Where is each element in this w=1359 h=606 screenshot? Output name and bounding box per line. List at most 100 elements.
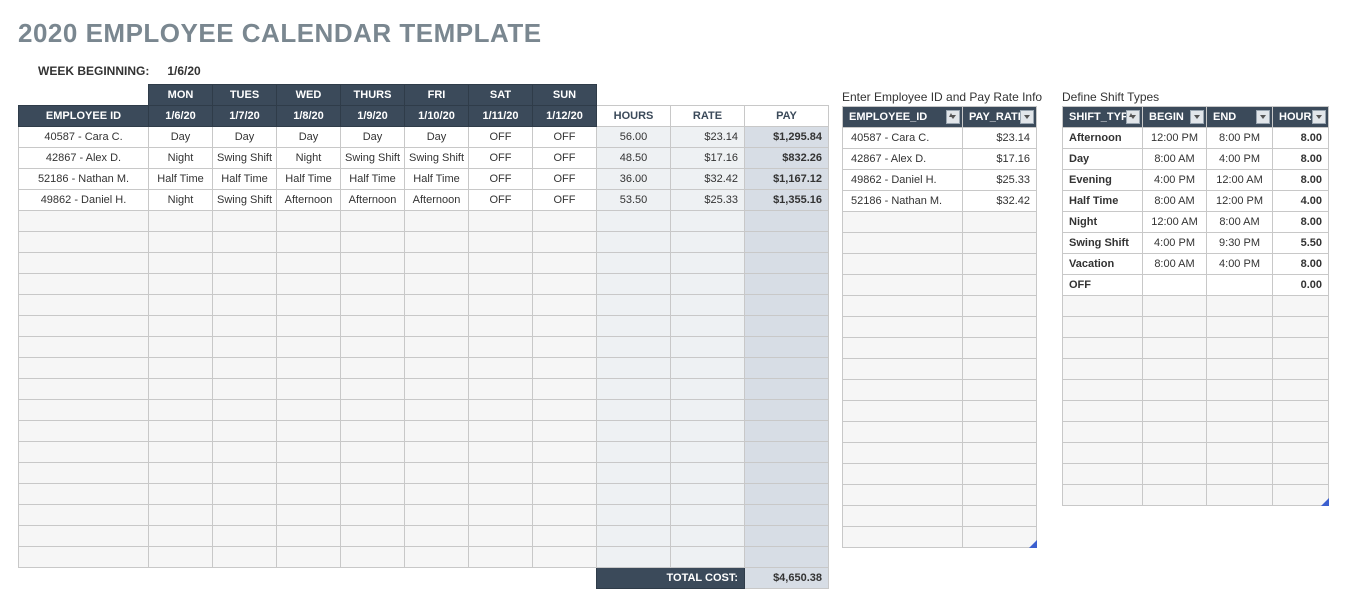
shift-cell[interactable] xyxy=(277,211,341,232)
shift-cell[interactable] xyxy=(405,379,469,400)
payrate-emp-cell[interactable]: 40587 - Cara C. xyxy=(843,128,963,149)
filter-dropdown-icon[interactable] xyxy=(1020,110,1034,124)
shift-type-cell[interactable] xyxy=(1063,338,1143,359)
payrate-emp-cell[interactable] xyxy=(843,254,963,275)
shift-cell[interactable] xyxy=(533,211,597,232)
payrate-emp-header[interactable]: EMPLOYEE_ID xyxy=(843,107,963,128)
shift-type-header[interactable]: SHIFT_TYPE xyxy=(1063,107,1143,128)
shift-cell[interactable] xyxy=(405,547,469,568)
shift-cell[interactable] xyxy=(213,547,277,568)
shift-cell[interactable] xyxy=(533,379,597,400)
shift-cell[interactable]: OFF xyxy=(469,148,533,169)
shift-type-cell[interactable]: Day xyxy=(1063,149,1143,170)
shift-cell[interactable] xyxy=(469,253,533,274)
shift-cell[interactable] xyxy=(277,526,341,547)
shift-cell[interactable] xyxy=(213,274,277,295)
shift-cell[interactable] xyxy=(469,295,533,316)
employee-cell[interactable]: 40587 - Cara C. xyxy=(19,127,149,148)
shift-cell[interactable] xyxy=(277,421,341,442)
shift-cell[interactable] xyxy=(277,232,341,253)
payrate-rate-cell[interactable] xyxy=(963,233,1037,254)
shift-cell[interactable] xyxy=(533,505,597,526)
shift-cell[interactable] xyxy=(213,442,277,463)
shift-cell[interactable] xyxy=(405,463,469,484)
shift-end-cell[interactable]: 8:00 PM xyxy=(1207,128,1273,149)
shift-begin-cell[interactable] xyxy=(1143,275,1207,296)
shift-end-cell[interactable]: 12:00 AM xyxy=(1207,170,1273,191)
shift-cell[interactable] xyxy=(469,400,533,421)
shift-cell[interactable] xyxy=(469,442,533,463)
shift-cell[interactable] xyxy=(533,421,597,442)
shift-begin-cell[interactable]: 12:00 AM xyxy=(1143,212,1207,233)
employee-cell[interactable] xyxy=(19,463,149,484)
shift-type-cell[interactable] xyxy=(1063,317,1143,338)
shift-type-cell[interactable] xyxy=(1063,422,1143,443)
shift-cell[interactable] xyxy=(213,316,277,337)
shift-cell[interactable] xyxy=(149,505,213,526)
payrate-rate-cell[interactable] xyxy=(963,527,1037,548)
shift-begin-cell[interactable]: 8:00 AM xyxy=(1143,254,1207,275)
shift-begin-header[interactable]: BEGIN xyxy=(1143,107,1207,128)
shift-begin-cell[interactable] xyxy=(1143,464,1207,485)
shift-cell[interactable] xyxy=(213,400,277,421)
shift-cell[interactable] xyxy=(213,295,277,316)
shift-cell[interactable] xyxy=(213,211,277,232)
shift-cell[interactable] xyxy=(149,295,213,316)
payrate-emp-cell[interactable] xyxy=(843,275,963,296)
shift-cell[interactable]: OFF xyxy=(533,190,597,211)
shift-begin-cell[interactable] xyxy=(1143,422,1207,443)
shift-type-cell[interactable]: Evening xyxy=(1063,170,1143,191)
shift-cell[interactable] xyxy=(149,274,213,295)
shift-cell[interactable] xyxy=(341,232,405,253)
shift-begin-cell[interactable] xyxy=(1143,317,1207,338)
payrate-emp-cell[interactable] xyxy=(843,422,963,443)
shift-cell[interactable]: Half Time xyxy=(341,169,405,190)
shift-cell[interactable]: Day xyxy=(149,127,213,148)
shift-end-cell[interactable] xyxy=(1207,275,1273,296)
shift-cell[interactable] xyxy=(405,295,469,316)
shift-begin-cell[interactable]: 12:00 PM xyxy=(1143,128,1207,149)
shift-cell[interactable] xyxy=(341,379,405,400)
shift-cell[interactable] xyxy=(277,253,341,274)
shift-cell[interactable] xyxy=(469,232,533,253)
payrate-emp-cell[interactable] xyxy=(843,401,963,422)
shift-cell[interactable] xyxy=(341,526,405,547)
shift-cell[interactable] xyxy=(341,337,405,358)
shift-cell[interactable] xyxy=(149,400,213,421)
shift-cell[interactable] xyxy=(341,463,405,484)
employee-cell[interactable] xyxy=(19,400,149,421)
table-resize-handle[interactable] xyxy=(1029,540,1037,548)
shift-cell[interactable] xyxy=(405,484,469,505)
shift-cell[interactable] xyxy=(533,463,597,484)
shift-cell[interactable] xyxy=(405,505,469,526)
shift-end-cell[interactable] xyxy=(1207,296,1273,317)
payrate-rate-cell[interactable] xyxy=(963,506,1037,527)
shift-begin-cell[interactable]: 8:00 AM xyxy=(1143,191,1207,212)
shift-cell[interactable] xyxy=(469,379,533,400)
shift-cell[interactable] xyxy=(149,379,213,400)
shift-begin-cell[interactable]: 4:00 PM xyxy=(1143,233,1207,254)
shift-cell[interactable] xyxy=(213,358,277,379)
shift-cell[interactable]: Night xyxy=(149,190,213,211)
shift-cell[interactable] xyxy=(533,232,597,253)
shift-type-cell[interactable]: Swing Shift xyxy=(1063,233,1143,254)
shift-end-cell[interactable] xyxy=(1207,380,1273,401)
shift-end-cell[interactable] xyxy=(1207,422,1273,443)
shift-cell[interactable] xyxy=(149,526,213,547)
employee-cell[interactable] xyxy=(19,253,149,274)
shift-cell[interactable] xyxy=(149,232,213,253)
shift-cell[interactable]: Swing Shift xyxy=(341,148,405,169)
shift-cell[interactable] xyxy=(533,316,597,337)
shift-cell[interactable]: Swing Shift xyxy=(405,148,469,169)
shift-cell[interactable]: Half Time xyxy=(149,169,213,190)
shift-cell[interactable] xyxy=(405,253,469,274)
payrate-rate-cell[interactable] xyxy=(963,317,1037,338)
shift-end-cell[interactable]: 4:00 PM xyxy=(1207,149,1273,170)
shift-cell[interactable] xyxy=(341,253,405,274)
shift-end-cell[interactable] xyxy=(1207,485,1273,506)
filter-dropdown-icon[interactable] xyxy=(1190,110,1204,124)
shift-cell[interactable] xyxy=(341,358,405,379)
shift-cell[interactable] xyxy=(405,337,469,358)
payrate-emp-cell[interactable]: 52186 - Nathan M. xyxy=(843,191,963,212)
shift-cell[interactable]: Swing Shift xyxy=(213,148,277,169)
